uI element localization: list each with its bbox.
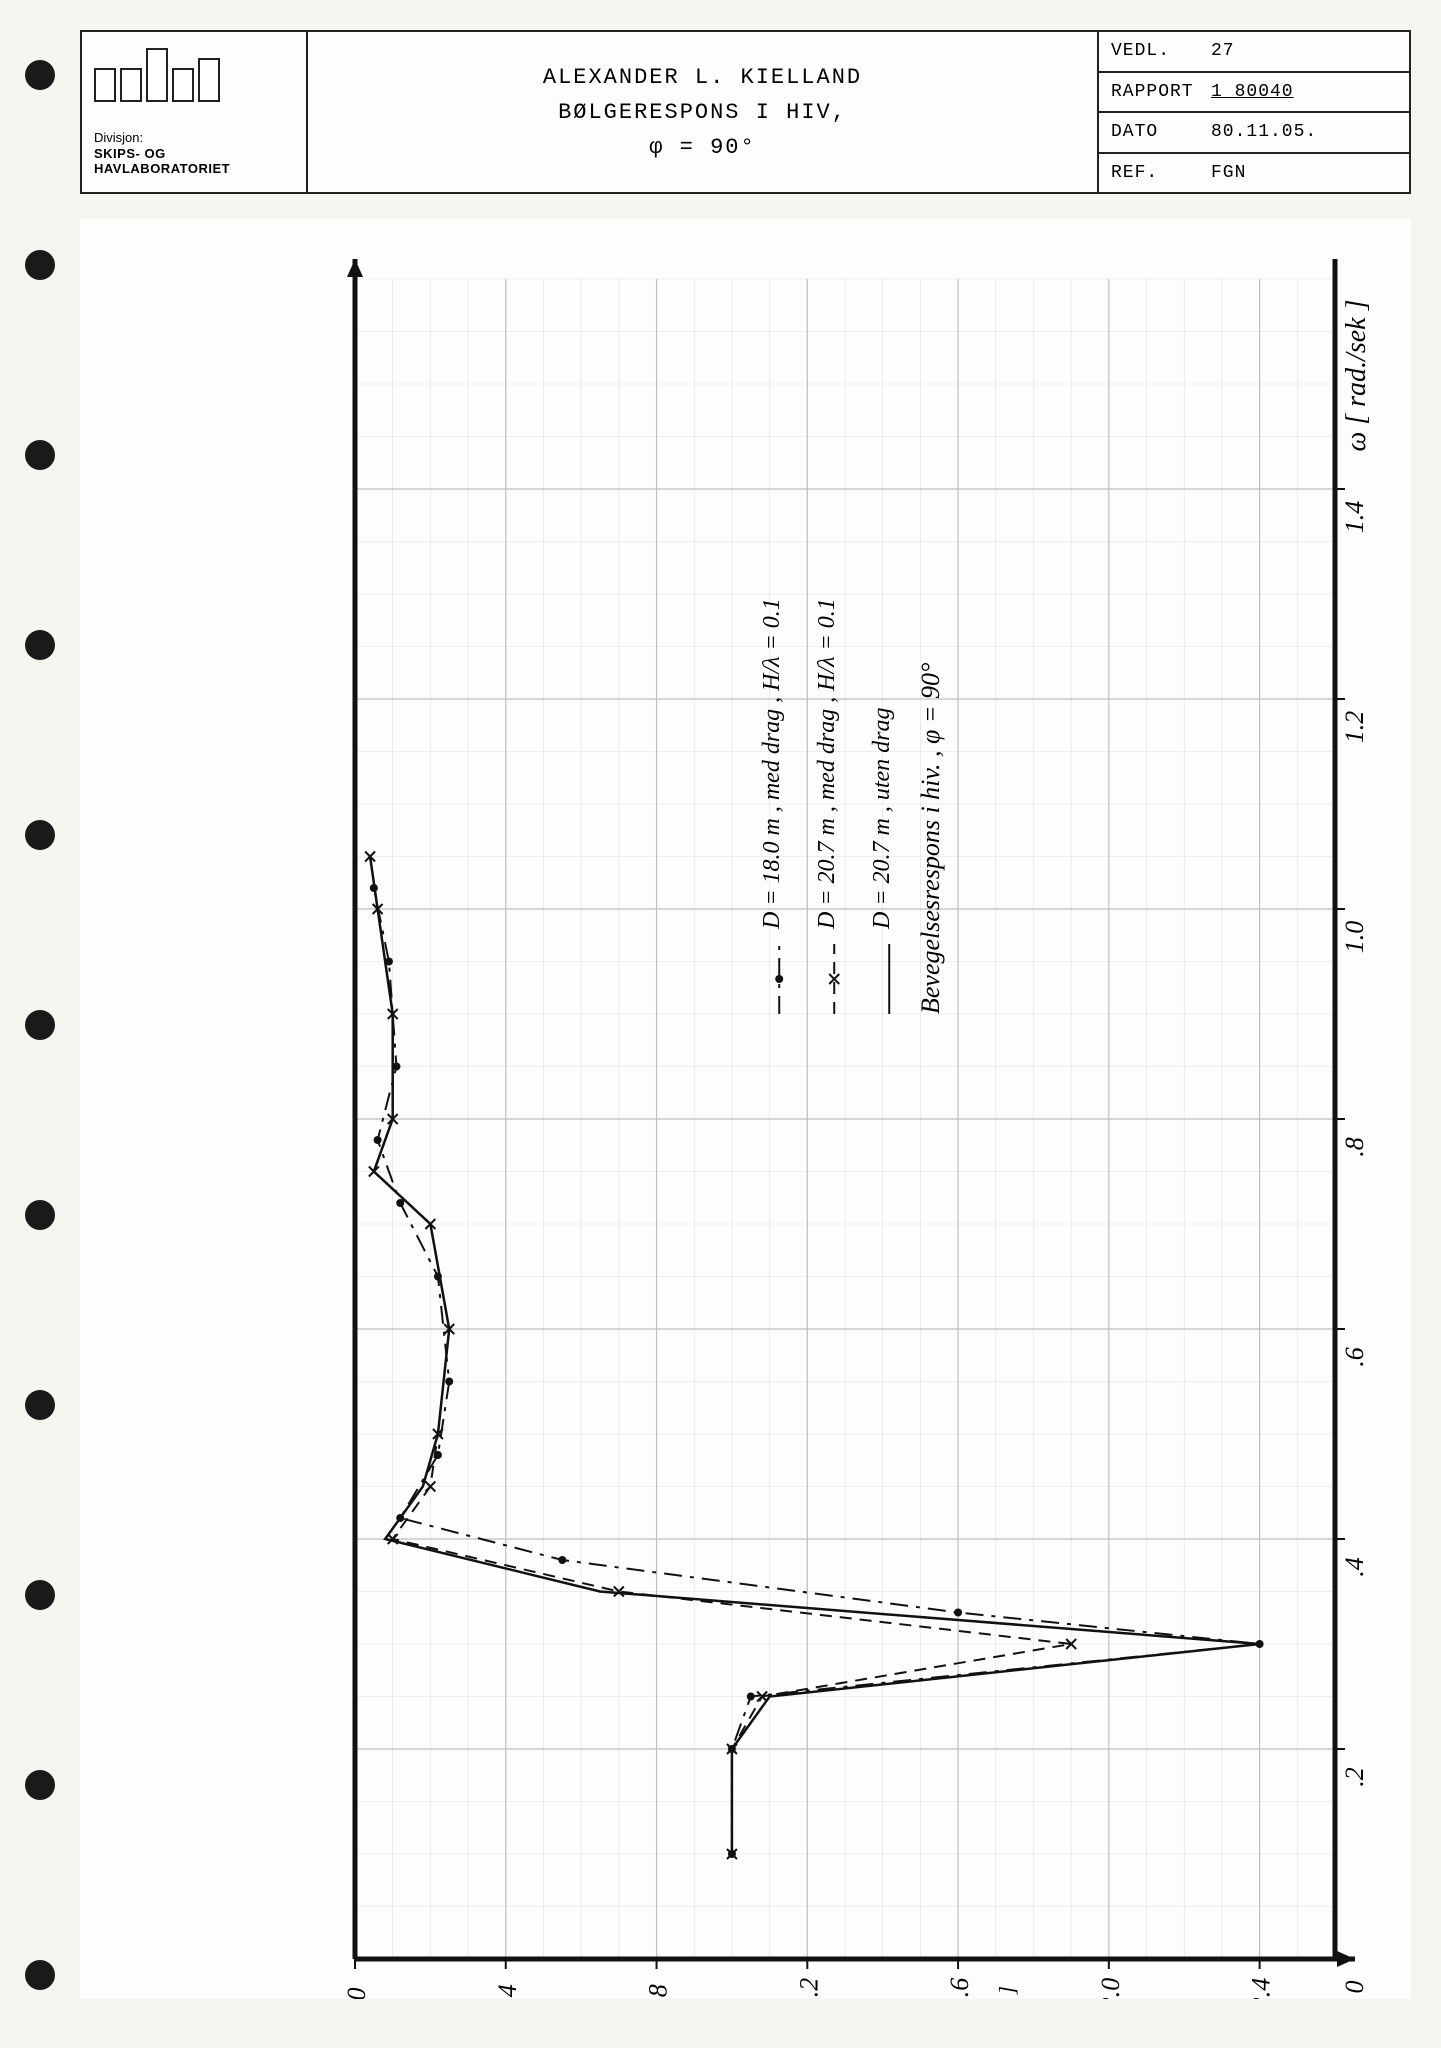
svg-text:.2: .2 [1340,1767,1369,1787]
svg-text:0: 0 [1340,1981,1369,1994]
meta-row-rapport: RAPPORT 1 80040 [1099,73,1409,114]
chart-svg: 0 .4 .8 1.2 1.6 2.0 2.4 0 .2 .4 .6 .8 1.0 1.2 1.4 ω [ r… [80,219,1410,1999]
header-box: Divisjon: SKIPS- OGHAVLABORATORIET ALEXA… [80,30,1411,194]
meta-value: 80.11.05. [1211,122,1317,142]
svg-text:.4: .4 [493,1984,522,1999]
svg-text:2.0: 2.0 [1096,1978,1125,1999]
svg-text:.8: .8 [644,1984,673,1999]
logo-icon [94,47,294,102]
page: Divisjon: SKIPS- OGHAVLABORATORIET ALEXA… [80,0,1411,1999]
title-line2: BØLGERESPONS I HIV, [558,100,847,125]
svg-text:ω [ rad./sek ]: ω [ rad./sek ] [1341,300,1372,452]
division-name: SKIPS- OGHAVLABORATORIET [94,146,294,177]
svg-text:Bevegelsesrespons i hiv. ,: Bevegelsesrespons i hiv. , φ = 90° [916,663,945,1014]
svg-text:.6: .6 [1340,1347,1369,1367]
division-text: Divisjon: SKIPS- OGHAVLABORATORIET [94,130,294,177]
meta-row-dato: DATO 80.11.05. [1099,113,1409,154]
svg-text:D = 20.7 m , med drag , H/λ: D = 20.7 m , med drag , H/λ = 0.1 [814,598,840,930]
meta-label: REF. [1111,163,1211,183]
svg-text:1.2: 1.2 [794,1978,823,1999]
title-cell: ALEXANDER L. KIELLAND BØLGERESPONS I HIV… [308,32,1099,192]
svg-text:D = 20.7 m , uten drag: D = 20.7 m , uten drag [869,707,895,930]
title-line3: φ = 90° [649,135,755,160]
meta-label: VEDL. [1111,41,1211,61]
title-line1: ALEXANDER L. KIELLAND [543,65,862,90]
meta-label: DATO [1111,122,1211,142]
svg-text:1.6: 1.6 [945,1978,974,1999]
meta-value: FGN [1211,163,1246,183]
svg-text:[ m/m ]: [ m/m ] [995,1986,1020,1999]
svg-text:1.4: 1.4 [1340,501,1369,534]
chart-area: 0 .4 .8 1.2 1.6 2.0 2.4 0 .2 .4 .6 .8 1.0 1.2 1.4 ω [ r… [80,219,1411,1999]
meta-value: 1 80040 [1211,82,1294,102]
svg-text:2.4: 2.4 [1247,1978,1276,1999]
svg-text:.8: .8 [1340,1137,1369,1157]
division-label: Divisjon: [94,130,294,146]
meta-cell: VEDL. 27 RAPPORT 1 80040 DATO 80.11.05. … [1099,32,1409,192]
meta-value: 27 [1211,41,1235,61]
meta-label: RAPPORT [1111,82,1211,102]
meta-row-vedl: VEDL. 27 [1099,32,1409,73]
svg-text:1.0: 1.0 [1340,921,1369,954]
svg-text:1.2: 1.2 [1340,711,1369,744]
svg-text:0: 0 [342,1988,371,2000]
meta-row-ref: REF. FGN [1099,154,1409,193]
punch-holes [20,0,60,2048]
svg-text:.4: .4 [1340,1557,1369,1577]
logo-cell: Divisjon: SKIPS- OGHAVLABORATORIET [82,32,308,192]
svg-text:D = 18.0 m , med drag , H/λ: D = 18.0 m , med drag , H/λ = 0.1 [759,598,785,930]
